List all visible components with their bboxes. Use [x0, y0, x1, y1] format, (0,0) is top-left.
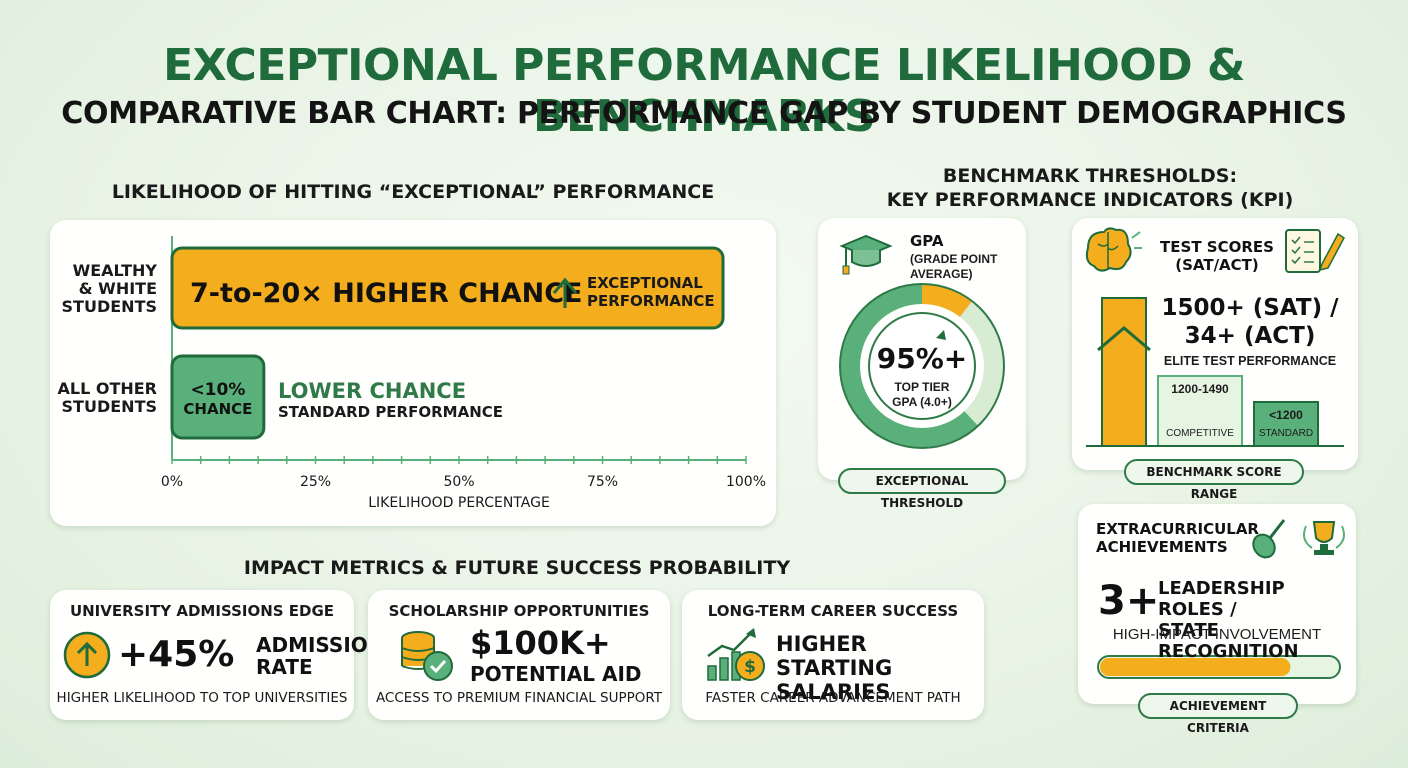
bar-label-main: <10%	[190, 380, 245, 400]
test-label-low: STANDARD	[1258, 428, 1314, 439]
growth-chart-icon: $	[707, 628, 765, 681]
category-label: & WHITE	[79, 279, 157, 298]
impact-card-title: UNIVERSITY ADMISSIONS EDGE	[69, 602, 335, 620]
gpa-label-line1: TOP TIER	[894, 380, 950, 394]
arrow-up-icon	[552, 277, 578, 308]
kpi-heading-line2: KEY PERFORMANCE INDICATORS (KPI)	[886, 189, 1294, 211]
x-axis-label: LIKELIHOOD PERCENTAGE	[368, 495, 550, 511]
gpa-graphic	[839, 234, 1005, 449]
bar-wealthy-white	[170, 246, 725, 330]
brain-icon	[1085, 227, 1142, 272]
category-label: STUDENTS	[62, 297, 157, 316]
impact-card-scholarship: SCHOLARSHIP OPPORTUNITIES $100K+ POTENTI…	[368, 590, 670, 720]
impact-card-career: LONG-TERM CAREER SUCCESS $ HIGHER STARTI…	[682, 590, 984, 720]
extra-value-text: LEADERSHIP ROLES / STATE RECOGNITION	[1158, 578, 1356, 662]
bar-all-other	[170, 354, 266, 440]
test-value-line2: 34+ (ACT)	[1184, 323, 1316, 349]
extracurricular-card: EXTRACURRICULAR ACHIEVEMENTS 3+ LEADERSH…	[1078, 504, 1356, 704]
gpa-top-segment	[921, 284, 973, 318]
category-label: WEALTHY	[73, 261, 158, 280]
impact-value-text-line1: ADMISSION	[256, 633, 385, 657]
page-title: EXCEPTIONAL PERFORMANCE LIKELIHOOD & BEN…	[163, 40, 1245, 142]
extra-value: 3+	[1098, 578, 1160, 624]
test-label-mid: COMPETITIVE	[1166, 428, 1234, 439]
gpa-subtitle-line2: AVERAGE)	[910, 267, 973, 281]
bar-label-main: CHANCE	[183, 400, 252, 418]
likelihood-chart-card: 0% 25% 50% 75% 100% LIKELIHOOD PERCENTAGE 7-to…	[50, 220, 776, 526]
impact-card-admissions: UNIVERSITY ADMISSIONS EDGE +45% ADMISSIO…	[50, 590, 385, 720]
extra-value-text-line2: STATE RECOGNITION	[1158, 620, 1299, 662]
test-range-low: <1200	[1269, 408, 1303, 422]
page-subtitle: COMPARATIVE BAR CHART: PERFORMANCE GAP B…	[61, 96, 1347, 131]
trophy-icon	[1303, 521, 1345, 555]
impact-value-text-line1: HIGHER STARTING	[776, 632, 893, 680]
extracurricular-graphic	[1097, 519, 1345, 679]
test-caption: ELITE TEST PERFORMANCE	[1163, 354, 1337, 368]
test-range-mid: 1200-1490	[1171, 382, 1229, 396]
bar-label-side: LOWER CHANCE	[278, 379, 466, 403]
bar-label-main: 7-to-20× HIGHER CHANCE	[190, 278, 582, 309]
impact-card-title: SCHOLARSHIP OPPORTUNITIES	[388, 602, 650, 620]
extra-title-line1: EXTRACURRICULAR	[1096, 520, 1259, 538]
impact-value: $100K+	[470, 624, 611, 662]
progress-fill	[1100, 658, 1291, 676]
category-label: STUDENTS	[62, 397, 157, 416]
gpa-label-line2: GPA (4.0+)	[892, 395, 952, 409]
gpa-title: GPA	[910, 232, 944, 250]
gpa-pointer-icon	[936, 330, 946, 340]
x-tick-label: 25%	[300, 474, 331, 490]
kpi-heading: BENCHMARK THRESHOLDS: KEY PERFORMANCE IN…	[830, 164, 1350, 212]
bar-label-side: STANDARD PERFORMANCE	[278, 403, 503, 421]
extra-value-text-line1: LEADERSHIP ROLES /	[1158, 578, 1285, 620]
x-tick-label: 75%	[587, 474, 618, 490]
impact-card-title: LONG-TERM CAREER SUCCESS	[707, 602, 959, 620]
impact-value: +45%	[118, 634, 235, 675]
impact-card-foot: FASTER CAREER ADVANCEMENT PATH	[705, 690, 961, 706]
extra-caption: HIGH-IMPACT INVOLVEMENT	[1112, 626, 1322, 643]
impact-value-text: POTENTIAL AID	[470, 662, 642, 686]
gpa-label: TOP TIER GPA (4.0+)	[818, 380, 1026, 410]
arrow-up-circle-icon	[63, 631, 111, 679]
impact-value-text-line2: SALARIES	[776, 680, 891, 704]
impact-heading: IMPACT METRICS & FUTURE SUCCESS PROBABIL…	[243, 557, 791, 579]
test-value: 1500+ (SAT) / 34+ (ACT)	[1152, 294, 1348, 350]
test-scores-card: TEST SCORES (SAT/ACT) 1500+ (SAT) / 34+ …	[1072, 218, 1358, 470]
x-tick-label: 50%	[443, 474, 474, 490]
test-title-line2: (SAT/ACT)	[1175, 256, 1259, 274]
test-value-line1: 1500+ (SAT) /	[1161, 295, 1339, 321]
test-title: TEST SCORES (SAT/ACT)	[1152, 238, 1282, 274]
test-scores-graphic	[1085, 227, 1345, 447]
gpa-value: 95%+	[876, 342, 968, 375]
svg-text:$: $	[744, 657, 756, 677]
bar-label-side: PERFORMANCE	[587, 292, 715, 310]
kpi-heading-line1: BENCHMARK THRESHOLDS:	[942, 165, 1238, 187]
achievement-criteria-pill: ACHIEVEMENT CRITERIA	[1138, 693, 1298, 735]
gpa-subtitle-line1: (GRADE POINT	[910, 252, 998, 266]
extra-title: EXTRACURRICULAR ACHIEVEMENTS	[1096, 520, 1259, 556]
impact-card-foot: ACCESS TO PREMIUM FINANCIAL SUPPORT	[375, 690, 663, 706]
bar-label-side: EXCEPTIONAL	[587, 274, 703, 292]
chart-title: LIKELIHOOD OF HITTING “EXCEPTIONAL” PERF…	[111, 181, 715, 203]
benchmark-range-pill: BENCHMARK SCORE RANGE	[1124, 459, 1304, 501]
likelihood-bar-chart: 0% 25% 50% 75% 100% LIKELIHOOD PERCENTAGE 7-to…	[58, 236, 766, 511]
guitar-icon	[1252, 519, 1286, 559]
coins-check-icon	[401, 631, 453, 681]
impact-value-text: ADMISSION RATE	[256, 634, 385, 678]
score-range-bars	[1086, 297, 1344, 447]
test-title-line1: TEST SCORES	[1160, 238, 1274, 256]
impact-value-text-line2: RATE	[256, 655, 313, 679]
gpa-card: GPA (GRADE POINT AVERAGE) 95%+ TOP TIER …	[818, 218, 1026, 480]
impact-card-foot: HIGHER LIKELIHOOD TO TOP UNIVERSITIES	[56, 690, 348, 706]
checklist-pencil-icon	[1285, 229, 1345, 273]
gpa-subtitle: (GRADE POINT AVERAGE)	[910, 252, 997, 282]
graduation-cap-icon	[839, 234, 893, 275]
category-label: ALL OTHER	[58, 379, 158, 398]
gpa-donut	[839, 283, 1005, 449]
extra-title-line2: ACHIEVEMENTS	[1096, 538, 1228, 556]
x-tick-label: 100%	[726, 474, 766, 490]
x-tick-label: 0%	[161, 474, 183, 490]
gpa-threshold-pill: EXCEPTIONAL THRESHOLD	[838, 468, 1006, 510]
impact-value-text: HIGHER STARTING SALARIES	[776, 632, 984, 704]
